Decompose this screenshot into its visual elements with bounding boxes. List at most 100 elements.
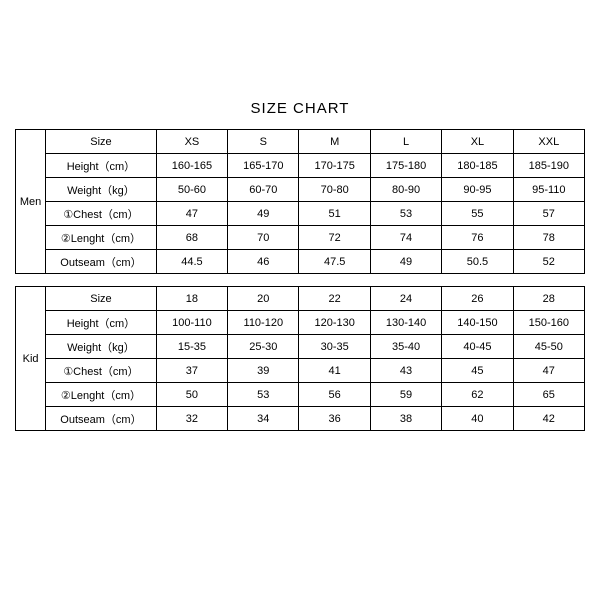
cell: 90-95 [442,178,513,202]
cell: 26 [442,287,513,311]
cell: 32 [156,407,227,431]
cell: 45-50 [513,335,584,359]
cell: 24 [370,287,441,311]
men-size-table: Men Size XS S M L XL XXL Height（cm） 160-… [15,129,585,274]
row-label: Outseam（cm） [46,407,157,431]
cell: 47 [156,202,227,226]
row-label: Weight（kg） [46,178,157,202]
cell: 40-45 [442,335,513,359]
cell: 95-110 [513,178,584,202]
cell: 50-60 [156,178,227,202]
cell: L [370,130,441,154]
table-row: ②Lenght（cm） 68 70 72 74 76 78 [16,226,585,250]
table-row: Weight（kg） 50-60 60-70 70-80 80-90 90-95… [16,178,585,202]
cell: 50.5 [442,250,513,274]
category-kid: Kid [16,287,46,431]
row-label: Size [46,130,157,154]
cell: 42 [513,407,584,431]
cell: 70 [228,226,299,250]
row-label: ②Lenght（cm） [46,383,157,407]
table-row: Weight（kg） 15-35 25-30 30-35 35-40 40-45… [16,335,585,359]
cell: 100-110 [156,311,227,335]
cell: 68 [156,226,227,250]
chart-title: SIZE CHART [251,100,350,117]
cell: 30-35 [299,335,370,359]
cell: 18 [156,287,227,311]
cell: 74 [370,226,441,250]
cell: 39 [228,359,299,383]
table-row: Outseam（cm） 44.5 46 47.5 49 50.5 52 [16,250,585,274]
cell: S [228,130,299,154]
cell: 47 [513,359,584,383]
cell: 65 [513,383,584,407]
cell: 40 [442,407,513,431]
cell: 51 [299,202,370,226]
cell: XXL [513,130,584,154]
table-row: ①Chest（cm） 37 39 41 43 45 47 [16,359,585,383]
cell: 165-170 [228,154,299,178]
table-row: Kid Size 18 20 22 24 26 28 [16,287,585,311]
cell: 56 [299,383,370,407]
cell: 22 [299,287,370,311]
cell: 25-30 [228,335,299,359]
cell: 34 [228,407,299,431]
cell: 62 [442,383,513,407]
table-row: Height（cm） 100-110 110-120 120-130 130-1… [16,311,585,335]
cell: 49 [370,250,441,274]
cell: 43 [370,359,441,383]
table-row: ②Lenght（cm） 50 53 56 59 62 65 [16,383,585,407]
row-label: ②Lenght（cm） [46,226,157,250]
cell: 46 [228,250,299,274]
cell: 37 [156,359,227,383]
cell: 47.5 [299,250,370,274]
table-row: Men Size XS S M L XL XXL [16,130,585,154]
cell: 35-40 [370,335,441,359]
cell: 110-120 [228,311,299,335]
table-row: ①Chest（cm） 47 49 51 53 55 57 [16,202,585,226]
cell: 53 [228,383,299,407]
cell: 53 [370,202,441,226]
cell: 70-80 [299,178,370,202]
cell: 44.5 [156,250,227,274]
row-label: ①Chest（cm） [46,202,157,226]
cell: XL [442,130,513,154]
cell: 60-70 [228,178,299,202]
cell: 59 [370,383,441,407]
row-label: Outseam（cm） [46,250,157,274]
cell: 20 [228,287,299,311]
cell: 140-150 [442,311,513,335]
cell: 38 [370,407,441,431]
cell: 55 [442,202,513,226]
row-label: ①Chest（cm） [46,359,157,383]
cell: 130-140 [370,311,441,335]
cell: 160-165 [156,154,227,178]
category-men: Men [16,130,46,274]
row-label: Size [46,287,157,311]
cell: 170-175 [299,154,370,178]
table-row: Height（cm） 160-165 165-170 170-175 175-1… [16,154,585,178]
cell: 36 [299,407,370,431]
row-label: Height（cm） [46,311,157,335]
row-label: Height（cm） [46,154,157,178]
row-label: Weight（kg） [46,335,157,359]
cell: 41 [299,359,370,383]
cell: 150-160 [513,311,584,335]
cell: 72 [299,226,370,250]
table-row: Outseam（cm） 32 34 36 38 40 42 [16,407,585,431]
cell: 57 [513,202,584,226]
cell: XS [156,130,227,154]
cell: 76 [442,226,513,250]
cell: 28 [513,287,584,311]
cell: 180-185 [442,154,513,178]
cell: 185-190 [513,154,584,178]
cell: 120-130 [299,311,370,335]
cell: 50 [156,383,227,407]
cell: 52 [513,250,584,274]
cell: 49 [228,202,299,226]
cell: 15-35 [156,335,227,359]
kid-size-table: Kid Size 18 20 22 24 26 28 Height（cm） 10… [15,286,585,431]
cell: 175-180 [370,154,441,178]
cell: 45 [442,359,513,383]
cell: M [299,130,370,154]
cell: 78 [513,226,584,250]
